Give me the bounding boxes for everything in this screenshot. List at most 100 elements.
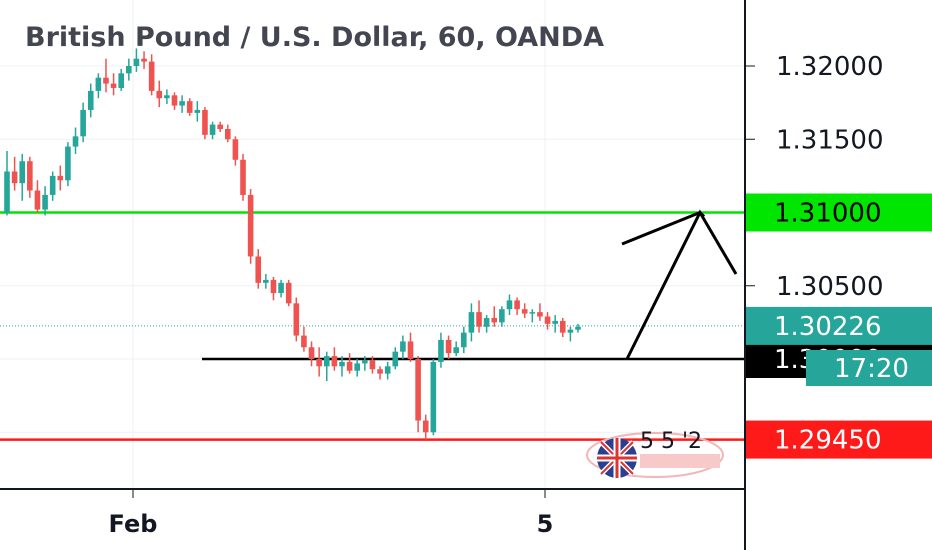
flag-numbers: 5 5 '2 bbox=[640, 429, 702, 454]
candle-body bbox=[42, 194, 48, 210]
candle-body bbox=[49, 175, 56, 195]
candle-body bbox=[491, 317, 498, 323]
candle-body bbox=[308, 347, 315, 359]
badge-resistance-bg bbox=[746, 193, 932, 232]
badge-support-text: 1.29450 bbox=[774, 426, 882, 456]
candle-body bbox=[529, 312, 536, 314]
candle-body bbox=[232, 139, 239, 160]
candle-body bbox=[133, 58, 140, 66]
candle-body bbox=[164, 95, 170, 99]
candle-body bbox=[461, 332, 467, 348]
candle-body bbox=[559, 320, 566, 333]
candle-body bbox=[369, 360, 376, 370]
candle-body bbox=[285, 282, 292, 304]
candle-body bbox=[392, 351, 399, 367]
forecast-path bbox=[621, 209, 738, 360]
candle-body bbox=[217, 124, 223, 129]
candle-body bbox=[202, 109, 208, 135]
candle-body bbox=[255, 256, 262, 283]
candle-body bbox=[72, 136, 79, 147]
candle-body bbox=[415, 359, 421, 421]
candle-body bbox=[537, 312, 543, 317]
candle-body bbox=[19, 161, 26, 184]
candle-body bbox=[514, 300, 520, 310]
candle-body bbox=[4, 171, 10, 213]
candle-body bbox=[186, 101, 193, 113]
candle-body bbox=[110, 83, 117, 88]
candle-body bbox=[179, 101, 185, 106]
candle-body bbox=[34, 190, 41, 210]
candle-body bbox=[126, 66, 132, 74]
y-tick-label: 1.30500 bbox=[776, 272, 884, 302]
candle-body bbox=[65, 146, 71, 181]
candle-body bbox=[506, 300, 513, 310]
candle-body bbox=[499, 309, 505, 323]
candle-body bbox=[453, 347, 459, 354]
badge-support-bg bbox=[746, 420, 932, 459]
candle-body bbox=[422, 420, 429, 433]
forecast-arrowhead bbox=[621, 210, 706, 246]
candle-body bbox=[483, 317, 490, 327]
candle-body bbox=[27, 161, 33, 191]
candle-body bbox=[316, 359, 322, 367]
candle-body bbox=[87, 90, 94, 110]
badge-current-price-text: 1.30226 bbox=[774, 312, 882, 342]
candle-body bbox=[141, 58, 147, 62]
badge-countdown-bg bbox=[806, 350, 932, 386]
candle-body bbox=[544, 316, 551, 324]
candle-body bbox=[293, 303, 300, 336]
candle-body bbox=[224, 128, 231, 140]
candle-body bbox=[80, 109, 86, 137]
candle-body bbox=[148, 61, 155, 91]
y-tick-label: 1.31500 bbox=[776, 125, 884, 155]
grid-lines bbox=[0, 0, 745, 489]
candle-body bbox=[171, 95, 178, 106]
flag-stripe bbox=[640, 454, 720, 468]
candle-body bbox=[209, 124, 216, 135]
candle-body bbox=[194, 109, 201, 113]
candle-body bbox=[339, 361, 345, 367]
candle-body bbox=[331, 356, 338, 367]
badge-current-price-bg bbox=[746, 306, 932, 345]
candle-body bbox=[407, 341, 414, 359]
candle-body bbox=[118, 73, 124, 88]
candle-body bbox=[521, 309, 528, 314]
x-tick-label: 5 bbox=[537, 510, 554, 538]
candle-body bbox=[476, 312, 482, 327]
y-tick-label: 1.32000 bbox=[776, 52, 884, 82]
candle-body bbox=[575, 326, 581, 330]
candle-body bbox=[323, 356, 330, 367]
candle-body bbox=[11, 171, 18, 184]
horizontal-levels bbox=[0, 211, 745, 441]
candle-body bbox=[362, 360, 368, 364]
candle-body bbox=[468, 312, 475, 333]
candle-body bbox=[278, 282, 284, 294]
candle-body bbox=[430, 361, 437, 433]
candle-body bbox=[156, 90, 163, 99]
candle-body bbox=[270, 279, 277, 294]
candle-body bbox=[445, 339, 452, 354]
candle-body bbox=[400, 341, 406, 352]
candle-body bbox=[567, 329, 574, 333]
badge-resistance-text: 1.31000 bbox=[774, 199, 882, 229]
candle-body bbox=[354, 363, 361, 371]
uk-flag-watermark: 5 5 '2 bbox=[586, 429, 724, 478]
candle-body bbox=[263, 279, 269, 283]
candle-body bbox=[552, 320, 558, 324]
x-tick-label: Feb bbox=[109, 510, 158, 538]
flag-ring bbox=[586, 432, 724, 478]
candles bbox=[4, 48, 581, 440]
candle-body bbox=[103, 77, 109, 84]
candle-body bbox=[95, 77, 102, 91]
chart-title: British Pound / U.S. Dollar, 60, OANDA bbox=[25, 22, 604, 53]
candle-body bbox=[247, 194, 254, 257]
candle-body bbox=[301, 335, 307, 348]
candle-body bbox=[438, 339, 444, 362]
flag-cross-red bbox=[597, 438, 637, 478]
candle-body bbox=[57, 175, 64, 181]
candle-body bbox=[377, 369, 383, 374]
candle-body bbox=[384, 366, 391, 374]
candle-body bbox=[346, 361, 353, 371]
